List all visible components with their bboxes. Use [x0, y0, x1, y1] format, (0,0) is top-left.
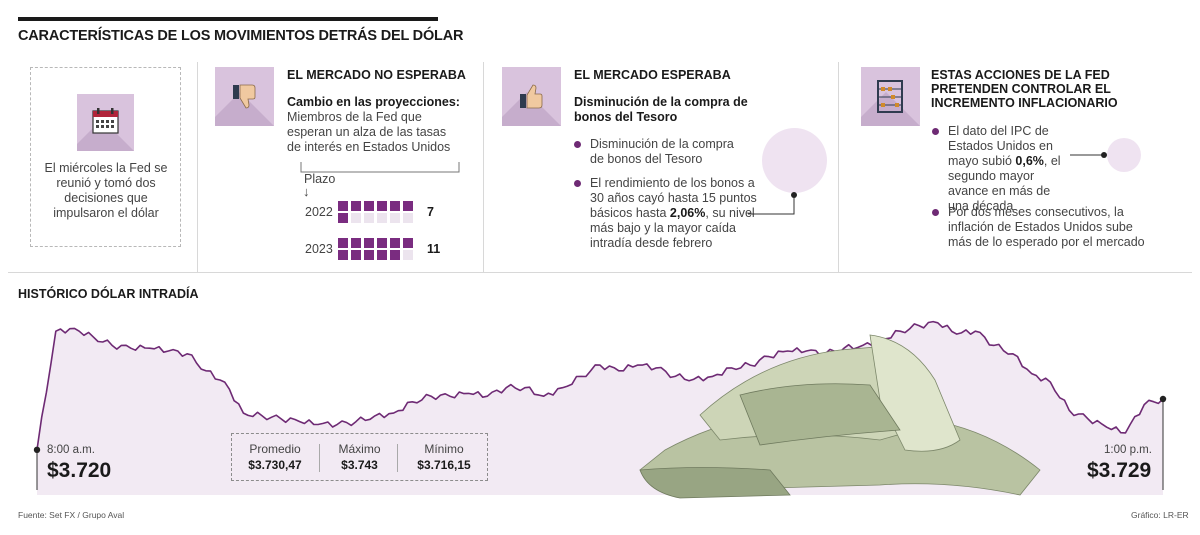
section-divider [8, 272, 1192, 273]
grid-square-filled [403, 201, 413, 211]
end-time-label: 1:00 p.m. [1104, 444, 1152, 456]
grid-square-empty [390, 213, 400, 223]
price-line [36, 320, 1164, 450]
panel-text: Miembros de la Fed que esperan un alza d… [287, 110, 451, 154]
grid-square-empty [351, 213, 361, 223]
panel-subtitle: Disminución de la compra de bonos del Te… [574, 95, 748, 124]
plazo-label: Plazo [304, 172, 336, 186]
stat-min: Mínimo $3.716,15 [404, 442, 484, 472]
bullet-item: El rendimiento de los bonos a 30 años ca… [574, 176, 759, 251]
stat-divider [397, 444, 398, 472]
grid-square-filled [351, 201, 361, 211]
grid-square-filled [364, 250, 374, 260]
intro-icon-tile [77, 94, 134, 151]
panel-divider [838, 62, 839, 272]
grid-square-filled [403, 238, 413, 248]
grid-square-filled [338, 238, 348, 248]
panel-divider [197, 62, 198, 272]
stat-value: $3.743 [341, 458, 378, 472]
dot-grid-2023 [338, 238, 418, 260]
arrow-down-icon: ↓ [303, 184, 310, 199]
year-label: 2023 [305, 242, 333, 256]
bullet-item: El dato del IPC de Estados Unidos en may… [932, 124, 1072, 214]
title-rule [18, 17, 438, 21]
grid-square-filled [338, 201, 348, 211]
highlight-value: 0,6% [1015, 154, 1044, 168]
plazo-bracket [300, 162, 460, 173]
grid-square-empty [403, 250, 413, 260]
section-title: ESTAS ACCIONES DE LA FED PRETENDEN CONTR… [931, 68, 1118, 110]
panel-divider [483, 62, 484, 272]
stat-average: Promedio $3.730,47 [240, 442, 310, 472]
panel-subtitle: Cambio en las proyecciones: [287, 95, 460, 109]
end-point [1159, 395, 1167, 403]
stat-label: Máximo [338, 442, 381, 456]
dollar-bills-illustration [639, 334, 1041, 499]
bullet-item: Por dos meses consecutivos, la inflación… [932, 205, 1157, 250]
grid-square-empty [364, 213, 374, 223]
thumbs-down-icon [233, 84, 256, 109]
thumbs-down-tile [215, 67, 274, 126]
credit-note: Gráfico: LR-ER [1131, 510, 1189, 520]
calendar-icon [92, 108, 119, 134]
section-title: EL MERCADO ESPERABA [574, 68, 731, 82]
stat-max: Máximo $3.743 [327, 442, 392, 472]
grid-square-filled [377, 201, 387, 211]
source-note: Fuente: Set FX / Grupo Aval [18, 510, 125, 520]
stat-divider [319, 444, 320, 472]
start-time-label: 8:00 a.m. [47, 444, 95, 456]
grid-square-filled [364, 238, 374, 248]
chart-title: HISTÓRICO DÓLAR INTRADÍA [18, 287, 199, 301]
stat-value: $3.716,15 [417, 458, 471, 472]
start-point [33, 446, 41, 454]
callout-line [1070, 152, 1107, 158]
stat-value: $3.730,47 [248, 458, 302, 472]
grid-square-filled [364, 201, 374, 211]
intro-box [30, 67, 181, 247]
abacus-tile [861, 67, 920, 126]
grid-square-filled [390, 250, 400, 260]
year-label: 2022 [305, 205, 333, 219]
bullet-item: Disminución de la compra de bonos del Te… [574, 137, 734, 167]
row-value: 7 [427, 205, 434, 219]
decorative-circle [1107, 138, 1141, 172]
grid-square-filled [377, 250, 387, 260]
grid-square-filled [377, 238, 387, 248]
grid-square-empty [403, 213, 413, 223]
stat-label: Mínimo [424, 442, 464, 456]
callout-line [748, 192, 797, 215]
grid-square-empty [377, 213, 387, 223]
grid-square-filled [351, 250, 361, 260]
grid-square-filled [390, 201, 400, 211]
grid-square-filled [351, 238, 361, 248]
stat-label: Promedio [249, 442, 301, 456]
highlight-value: 2,06% [669, 206, 706, 220]
dot-grid-2022 [338, 201, 418, 223]
end-price-label: $3.729 [1087, 459, 1152, 482]
thumbs-up-tile [502, 67, 561, 126]
thumbs-up-icon [520, 84, 543, 109]
stats-box: Promedio $3.730,47 Máximo $3.743 Mínimo … [231, 433, 488, 481]
decorative-circle [762, 128, 827, 193]
intraday-chart [33, 320, 1167, 499]
grid-square-filled [338, 250, 348, 260]
grid-square-filled [338, 213, 348, 223]
section-title: EL MERCADO NO ESPERABA [287, 68, 466, 82]
start-price-label: $3.720 [47, 459, 112, 482]
grid-square-filled [390, 238, 400, 248]
abacus-icon [877, 80, 903, 113]
row-value: 11 [427, 242, 441, 256]
intro-text: El miércoles la Fed se reunió y tomó dos… [44, 161, 168, 220]
page-title: CARACTERÍSTICAS DE LOS MOVIMIENTOS DETRÁ… [18, 28, 464, 44]
